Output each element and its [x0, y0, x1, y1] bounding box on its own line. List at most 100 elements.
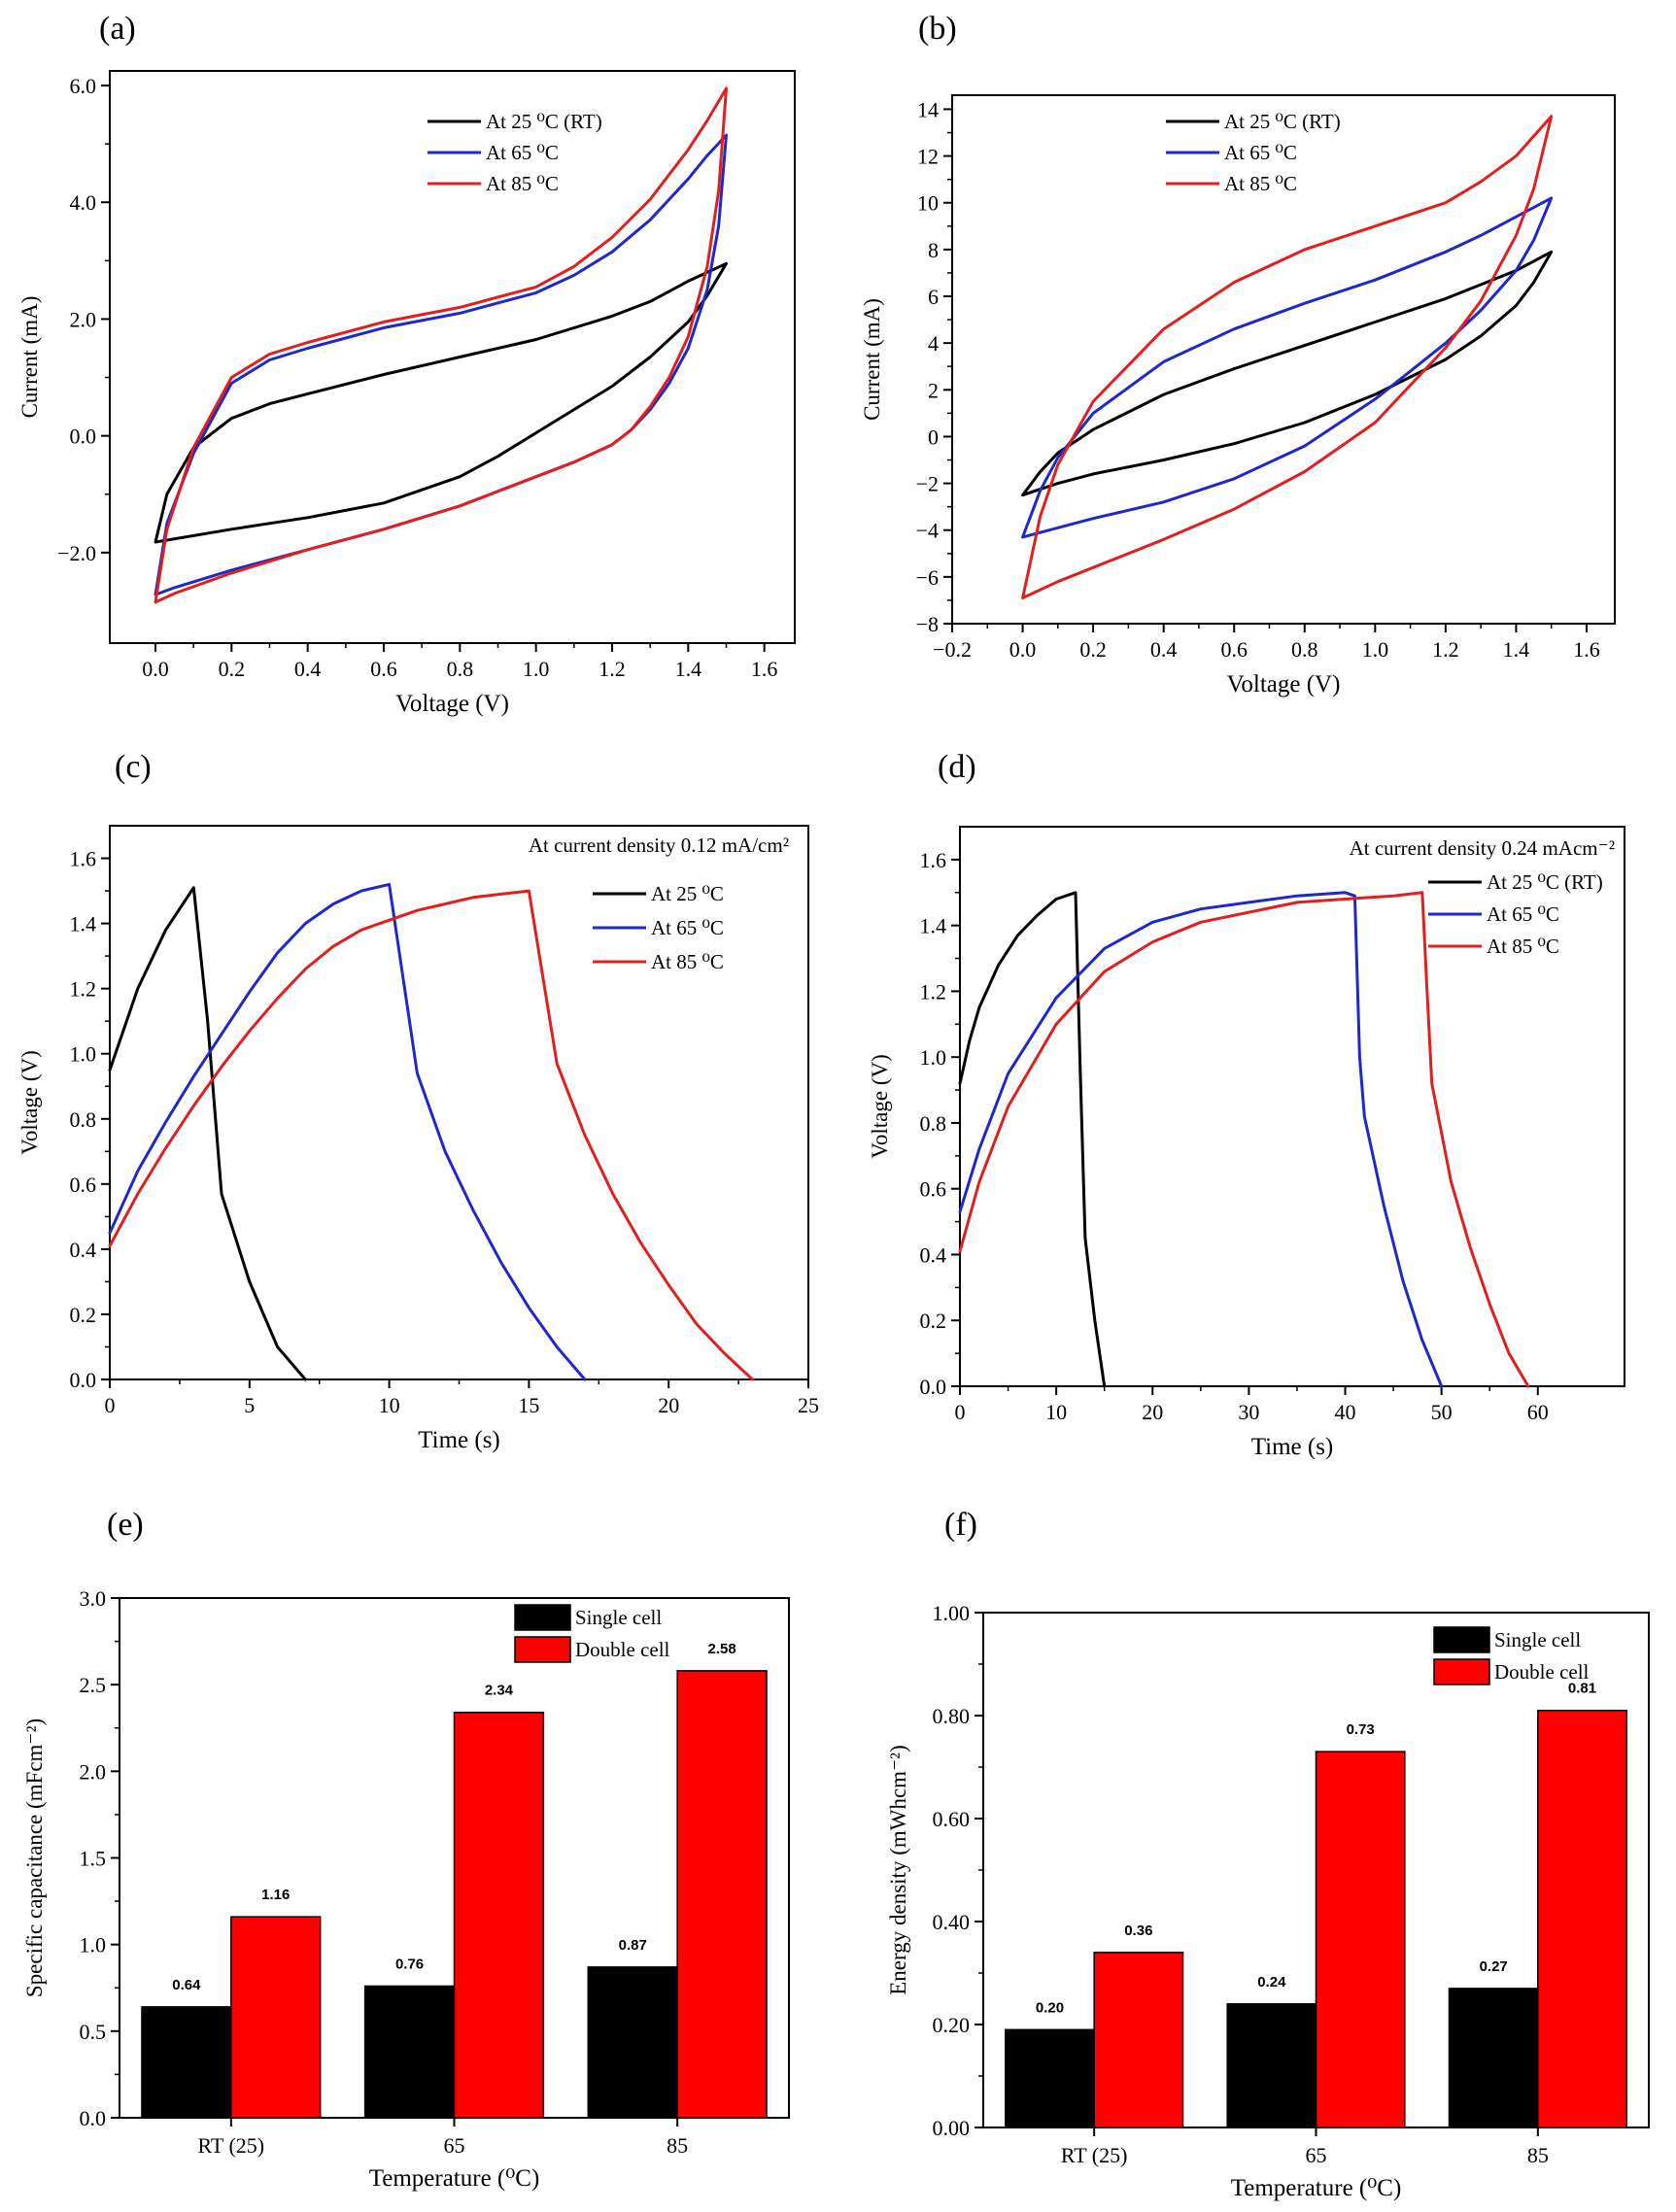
x-tick-label: 20	[658, 1393, 679, 1417]
y-tick-label: 0.0	[80, 2106, 107, 2130]
bar-single-cell	[587, 1966, 678, 2119]
x-tick-label: 0.8	[1291, 637, 1318, 662]
y-tick-label: 0.0	[70, 425, 97, 449]
y-tick-label: −6	[916, 565, 939, 590]
y-axis-label: Current (mA)	[17, 296, 42, 419]
y-tick-label: 12	[917, 145, 939, 169]
y-axis-label: Current (mA)	[860, 298, 884, 421]
y-tick-label: 4.0	[70, 190, 97, 215]
x-tick-label: 1.4	[1503, 637, 1530, 662]
x-axis-label: Voltage (V)	[395, 691, 509, 717]
legend-swatch-red	[1433, 1658, 1490, 1685]
y-tick-label: 1.6	[70, 847, 97, 871]
y-tick-label: 1.00	[933, 1601, 971, 1625]
y-tick-label: −2.0	[57, 541, 96, 565]
x-tick-label: −0.2	[933, 637, 972, 662]
plot-frame	[109, 70, 796, 644]
legend-label: At 85 ⁰C	[1224, 172, 1297, 195]
legend-label: At 85 ⁰C	[1487, 935, 1559, 958]
y-axis-label: Energy density (mWhcm⁻²)	[886, 1745, 910, 1995]
legend-label: At 65 ⁰C	[1224, 141, 1297, 164]
bar-double-cell	[1537, 1709, 1627, 2128]
series-line-red	[958, 891, 1530, 1388]
plot-frame	[959, 826, 1625, 1387]
x-tick-label: 1.6	[751, 657, 778, 681]
series-line-blue	[108, 882, 587, 1381]
y-tick-label: 0	[928, 425, 939, 449]
x-tick-label: 0.4	[1150, 637, 1178, 662]
panel-d: (d) 0.0 0.2 0.4 0.6 0.8 1.0 1.2 1.4 1.6 Voltage (V…	[868, 749, 1625, 1460]
bar-single-cell	[363, 1985, 456, 2119]
x-tick-label: 10	[1045, 1400, 1067, 1424]
y-tick-label: 2.0	[70, 307, 97, 331]
x-tick-label: 30	[1238, 1400, 1259, 1424]
legend-label: At 25 ⁰C (RT)	[1224, 110, 1341, 133]
panel-label: (c)	[115, 749, 152, 785]
series-line-red	[108, 889, 754, 1381]
chart-annotation: At current density 0.12 mA/cm²	[529, 834, 789, 857]
x-axis-label: Voltage (V)	[1227, 671, 1341, 698]
x-tick-label: RT (25)	[1061, 2143, 1128, 2167]
x-tick-label: 85	[667, 2133, 688, 2158]
y-tick-label: 6.0	[70, 74, 97, 98]
y-tick-label: 0.60	[933, 1807, 971, 1831]
y-tick-label: 0.4	[70, 1238, 97, 1262]
x-tick-label: 0.6	[1220, 637, 1248, 662]
x-tick-label: 1.4	[675, 657, 702, 681]
bar-value-label: 2.34	[485, 1683, 514, 1699]
bar-value-label: 0.27	[1480, 1958, 1508, 1975]
y-tick-label: 0.8	[920, 1111, 947, 1136]
y-tick-label: 0.8	[70, 1107, 97, 1132]
x-tick-label: 10	[379, 1393, 400, 1417]
series-line-black	[154, 261, 728, 544]
x-tick-label: 1.0	[1362, 637, 1389, 662]
y-tick-label: 1.2	[70, 977, 97, 1002]
y-tick-label: 1.0	[70, 1042, 97, 1067]
series-line-red	[1021, 115, 1554, 599]
legend-label: Double cell	[1494, 1660, 1590, 1684]
x-tick-label: 0.4	[294, 657, 322, 681]
bar-single-cell	[1226, 2003, 1317, 2128]
x-tick-label: 1.6	[1573, 637, 1600, 662]
legend-label: Double cell	[575, 1638, 670, 1661]
x-tick-label: 65	[444, 2133, 465, 2158]
y-tick-label: 10	[917, 191, 939, 216]
x-tick-label: 50	[1431, 1400, 1453, 1424]
x-tick-label: 0.6	[370, 657, 397, 681]
panel-label: (f)	[944, 1507, 977, 1543]
y-tick-label: 0.6	[70, 1173, 97, 1197]
bar-value-label: 0.81	[1568, 1681, 1596, 1697]
panel-f: (f) 0.00 0.20 0.40 0.60 0.80 1.00 Energy densit…	[886, 1507, 1650, 2201]
y-tick-label: 6	[928, 285, 939, 309]
x-tick-label: 40	[1335, 1400, 1356, 1424]
bar-double-cell	[676, 1670, 768, 2119]
y-tick-label: 0.40	[933, 1910, 971, 1934]
bar-value-label: 0.24	[1257, 1974, 1286, 1991]
legend-swatch-black	[1433, 1626, 1490, 1653]
y-tick-label: 1.4	[920, 914, 947, 938]
series-line-red	[154, 86, 728, 604]
y-tick-label: 0.2	[920, 1309, 947, 1333]
y-tick-label: 2.0	[80, 1759, 107, 1784]
y-tick-label: −2	[916, 472, 939, 496]
y-axis-label: Specific capacitance (mFcm⁻²)	[22, 1719, 47, 1997]
y-tick-label: 1.0	[920, 1045, 947, 1070]
y-tick-label: 0.5	[80, 2020, 107, 2044]
y-tick-label: 0.00	[933, 2116, 971, 2140]
bar-value-label: 2.58	[707, 1641, 735, 1657]
legend-label: At 85 ⁰C	[486, 172, 559, 195]
y-tick-label: −8	[916, 612, 939, 636]
y-tick-label: 14	[917, 97, 939, 121]
x-axis-label: Temperature (⁰C)	[369, 2165, 540, 2192]
bar-double-cell	[230, 1916, 322, 2119]
y-tick-label: 2	[928, 378, 939, 402]
x-axis-label: Time (s)	[418, 1427, 500, 1453]
x-tick-label: 0.2	[219, 657, 246, 681]
series-line-black	[958, 891, 1107, 1388]
legend-label: At 25 ⁰C (RT)	[486, 110, 602, 133]
panel-e: (e) 0.0 0.5 1.0 1.5 2.0 2.5 3.0 Specific capacit…	[22, 1507, 790, 2192]
y-tick-label: −4	[916, 519, 939, 543]
x-tick-label: 0.2	[1079, 637, 1107, 662]
bar-value-label: 0.64	[172, 1977, 201, 1993]
bar-value-label: 0.76	[395, 1956, 424, 1972]
